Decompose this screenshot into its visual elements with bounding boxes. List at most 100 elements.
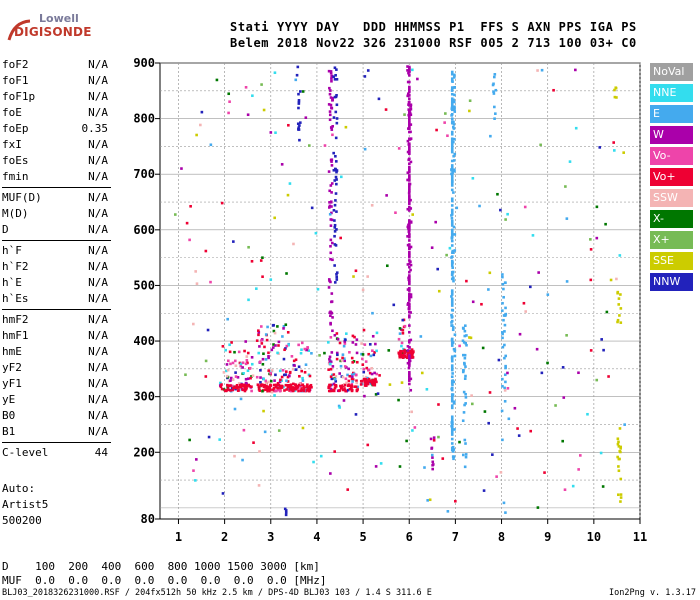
noise-point — [262, 409, 265, 413]
echo-point — [450, 181, 454, 185]
noise-point — [489, 134, 492, 138]
echo-point — [408, 262, 411, 266]
echo-point — [355, 373, 358, 377]
noise-point — [242, 428, 246, 432]
echo-point — [618, 427, 622, 430]
echo-point — [373, 371, 376, 375]
echo-point — [373, 383, 377, 387]
echo-point — [264, 382, 268, 385]
echo-point — [329, 126, 333, 129]
echo-point — [237, 386, 241, 389]
echo-point — [453, 428, 456, 431]
noise-point — [262, 108, 266, 112]
echo-point — [408, 119, 411, 122]
file-info: BLJ03_2018326231000.RSF / 204fx512h 50 k… — [2, 588, 432, 598]
echo-point — [504, 314, 507, 317]
param-value: N/A — [88, 58, 108, 71]
echo-point — [613, 88, 616, 92]
noise-point — [270, 390, 274, 394]
echo-point — [262, 385, 266, 389]
echo-point — [255, 375, 259, 379]
echo-point — [306, 346, 309, 349]
noise-point — [233, 350, 236, 354]
y-tick-label: 80 — [141, 512, 155, 526]
echo-point — [354, 343, 358, 346]
noise-point — [622, 151, 625, 154]
noise-point — [531, 234, 535, 237]
echo-point — [408, 299, 411, 302]
echo-point — [407, 366, 411, 370]
echo-point — [336, 337, 340, 341]
noise-point — [446, 510, 450, 513]
y-tick-label: 600 — [133, 223, 155, 237]
noise-point — [354, 413, 358, 416]
echo-point — [450, 397, 454, 401]
echo-point — [262, 377, 265, 381]
echo-point — [461, 326, 465, 330]
echo-point — [360, 352, 363, 356]
echo-point — [501, 282, 505, 286]
noise-point — [319, 454, 323, 458]
echo-point — [303, 347, 307, 351]
noise-point — [233, 454, 236, 458]
noise-point — [565, 217, 569, 220]
echo-point — [502, 287, 505, 291]
param-row: B0 N/A — [2, 409, 110, 424]
echo-point — [450, 259, 454, 263]
echo-point — [408, 225, 411, 229]
echo-point — [367, 368, 371, 371]
echo-point — [278, 389, 282, 393]
echo-point — [255, 339, 259, 342]
echo-point — [408, 252, 411, 256]
noise-point — [287, 123, 290, 127]
ionogram-plot: 1 2 3 4 5 6 7 8 9 10 11 80 200 300 400 500 600 700 800 900 — [133, 56, 647, 544]
echo-point — [360, 342, 363, 345]
param-name: foF1p — [2, 90, 36, 103]
noise-point — [595, 236, 599, 240]
noise-point — [506, 387, 510, 390]
echo-point — [450, 132, 454, 136]
noise-point — [271, 346, 275, 349]
echo-point — [267, 351, 270, 355]
echo-point — [364, 360, 368, 363]
echo-point — [264, 379, 268, 383]
echo-point — [246, 361, 249, 365]
echo-point — [308, 388, 311, 391]
echo-point — [329, 200, 333, 204]
noise-point — [561, 439, 565, 443]
echo-point — [237, 350, 241, 354]
echo-point — [231, 386, 235, 390]
noise-point — [595, 205, 599, 209]
echo-point — [452, 127, 456, 130]
echo-point — [351, 380, 354, 383]
echo-point — [286, 380, 290, 383]
echo-point — [406, 92, 410, 96]
echo-point — [450, 230, 454, 234]
echo-point — [260, 384, 263, 388]
echo-point — [616, 318, 620, 322]
echo-point — [273, 379, 276, 382]
echo-point — [287, 343, 290, 347]
echo-point — [349, 384, 352, 387]
noise-point — [277, 429, 281, 432]
echo-point — [450, 315, 454, 318]
noise-point — [192, 469, 195, 472]
echo-point — [229, 376, 233, 380]
echo-point — [406, 94, 410, 98]
echo-point — [364, 375, 368, 379]
echo-point — [450, 221, 454, 225]
echo-point — [297, 102, 301, 105]
echo-point — [452, 107, 456, 110]
param-value: N/A — [88, 329, 108, 342]
noise-point — [432, 438, 436, 442]
echo-point — [330, 106, 333, 110]
echo-point — [452, 100, 456, 104]
echo-point — [345, 332, 348, 335]
echo-point — [284, 511, 288, 514]
echo-point — [408, 175, 411, 179]
echo-point — [332, 389, 336, 393]
echo-point — [339, 384, 342, 388]
noise-point — [352, 275, 355, 278]
echo-point — [450, 415, 454, 419]
param-name: h`Es — [2, 292, 29, 305]
